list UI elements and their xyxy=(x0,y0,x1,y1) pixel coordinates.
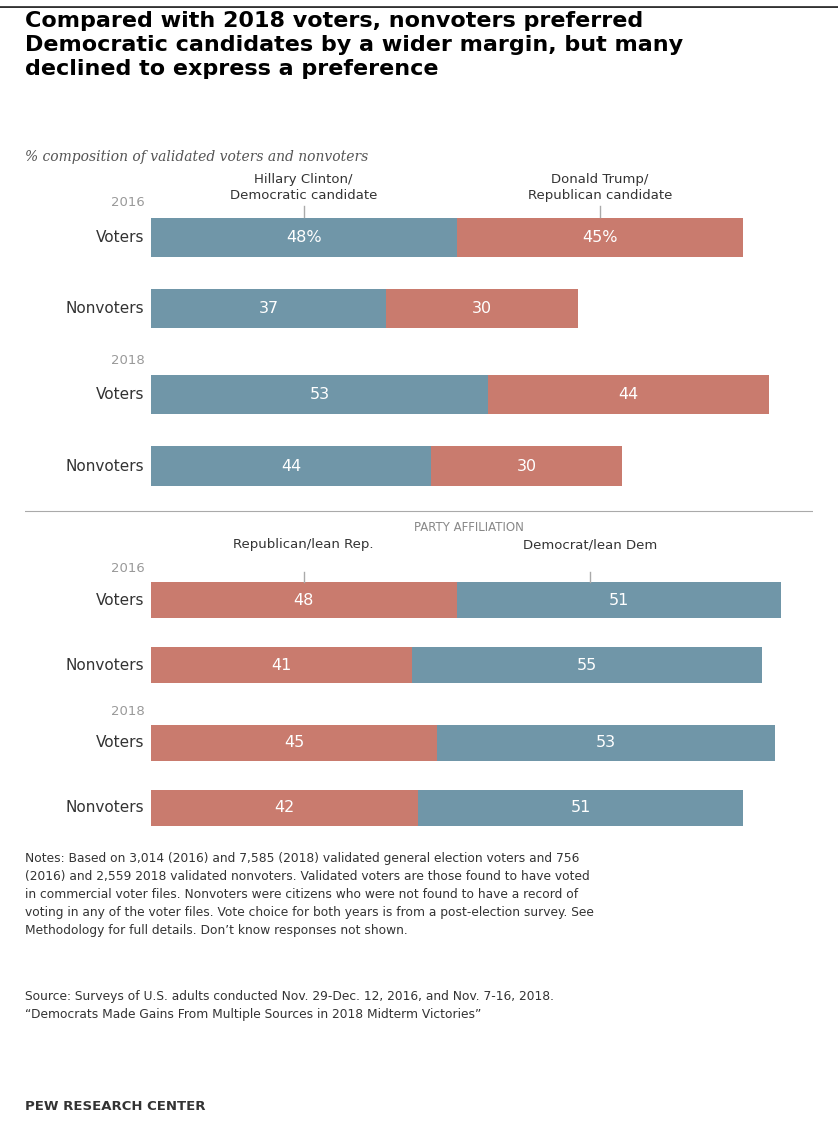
Bar xyxy=(151,790,418,826)
Text: Source: Surveys of U.S. adults conducted Nov. 29-Dec. 12, 2016, and Nov. 7-16, 2: Source: Surveys of U.S. adults conducted… xyxy=(25,990,554,1021)
Text: 48%: 48% xyxy=(286,230,322,245)
Text: 37: 37 xyxy=(259,301,279,316)
Text: 45%: 45% xyxy=(582,230,618,245)
Text: 41: 41 xyxy=(272,658,292,672)
Bar xyxy=(151,289,386,328)
Text: Donald Trump/
Republican candidate: Donald Trump/ Republican candidate xyxy=(528,173,672,202)
Text: 2018: 2018 xyxy=(111,354,144,367)
Text: 55: 55 xyxy=(577,658,597,672)
Text: % composition of validated voters and nonvoters: % composition of validated voters and no… xyxy=(25,150,369,164)
Bar xyxy=(489,374,768,414)
Text: 45: 45 xyxy=(284,735,304,750)
Text: Hillary Clinton/
Democratic candidate: Hillary Clinton/ Democratic candidate xyxy=(230,173,377,202)
Bar xyxy=(151,725,437,760)
Text: Nonvoters: Nonvoters xyxy=(66,301,144,316)
Bar xyxy=(151,447,431,486)
Text: 2018: 2018 xyxy=(111,705,144,719)
Bar xyxy=(412,647,763,682)
Bar xyxy=(437,725,775,760)
Bar xyxy=(151,374,489,414)
Bar xyxy=(151,647,412,682)
Text: 2016: 2016 xyxy=(111,196,144,210)
Text: Compared with 2018 voters, nonvoters preferred
Democratic candidates by a wider : Compared with 2018 voters, nonvoters pre… xyxy=(25,11,683,79)
Text: 51: 51 xyxy=(608,592,629,608)
Bar xyxy=(457,218,743,257)
Bar xyxy=(457,582,781,618)
Text: PARTY AFFILIATION: PARTY AFFILIATION xyxy=(414,521,525,534)
Text: Nonvoters: Nonvoters xyxy=(66,801,144,816)
Text: Nonvoters: Nonvoters xyxy=(66,459,144,474)
Bar xyxy=(418,790,743,826)
Text: Democrat/lean Dem: Democrat/lean Dem xyxy=(523,538,658,552)
Text: Voters: Voters xyxy=(96,592,144,608)
Text: 42: 42 xyxy=(275,801,295,816)
Text: Voters: Voters xyxy=(96,735,144,750)
Text: 53: 53 xyxy=(309,387,329,402)
Text: Nonvoters: Nonvoters xyxy=(66,658,144,672)
Text: 53: 53 xyxy=(596,735,616,750)
Bar xyxy=(431,447,622,486)
Text: 44: 44 xyxy=(281,459,301,474)
Bar xyxy=(151,218,457,257)
Text: Notes: Based on 3,014 (2016) and 7,585 (2018) validated general election voters : Notes: Based on 3,014 (2016) and 7,585 (… xyxy=(25,852,594,936)
Text: Republican/lean Rep.: Republican/lean Rep. xyxy=(234,538,374,552)
Text: 44: 44 xyxy=(618,387,639,402)
Text: 30: 30 xyxy=(516,459,536,474)
Text: 51: 51 xyxy=(571,801,591,816)
Text: 2016: 2016 xyxy=(111,563,144,575)
Bar xyxy=(386,289,577,328)
Text: 48: 48 xyxy=(293,592,314,608)
Text: Voters: Voters xyxy=(96,230,144,245)
Bar xyxy=(151,582,457,618)
Text: 30: 30 xyxy=(472,301,492,316)
Text: PEW RESEARCH CENTER: PEW RESEARCH CENTER xyxy=(25,1101,205,1113)
Text: Voters: Voters xyxy=(96,387,144,402)
